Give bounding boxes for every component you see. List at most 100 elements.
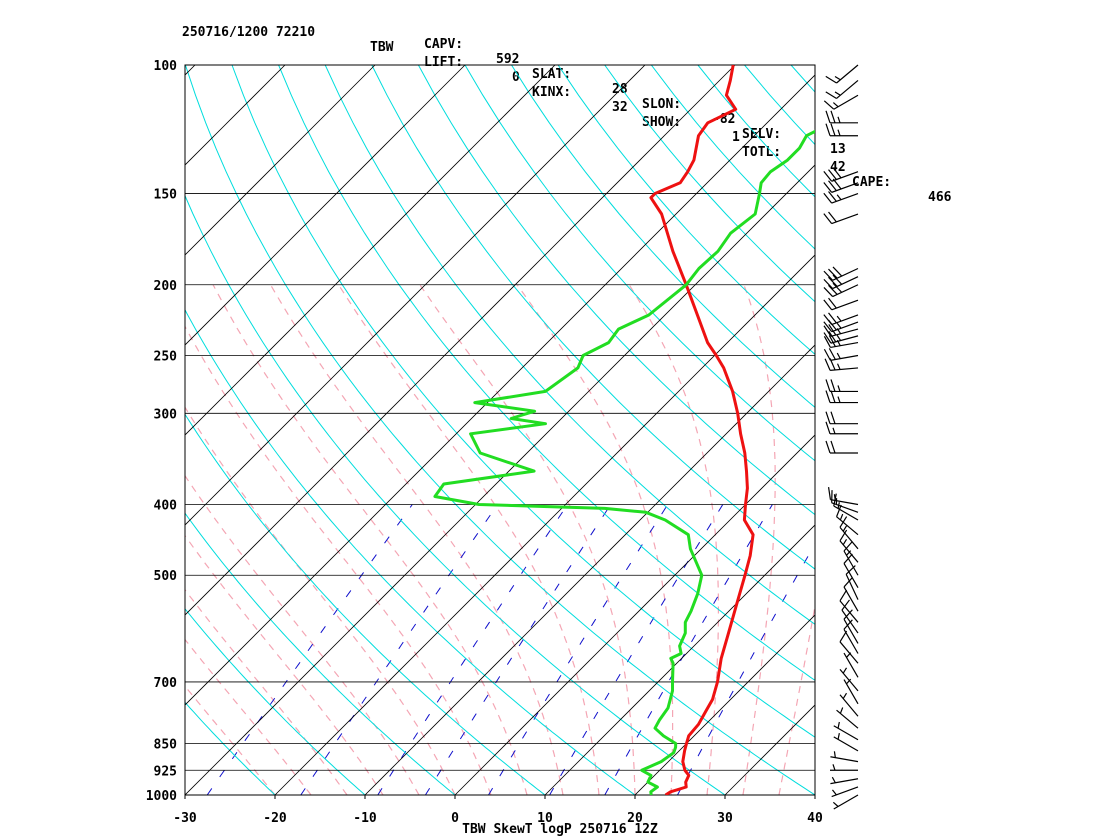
wind-barb-feather [823,286,834,297]
wind-barb-feather [823,192,833,204]
wind-barb-feather [843,609,853,620]
wind-barb-feather [823,325,832,337]
wind-barb [823,335,859,349]
moist-adiabat-line [185,325,492,795]
moist-adiabat-line [742,284,776,795]
wind-barb-half-feather [837,396,841,403]
header-kinx-value: 32 [612,100,628,115]
wind-barb-feather [841,599,850,611]
wind-barb-feather [830,123,836,136]
wind-barb [823,167,859,182]
chart-caption: TBW SkewT logP 250716 12Z [462,822,658,837]
wind-barb [833,721,859,741]
wind-barb-feather [828,284,838,295]
wind-barb-feather [823,270,834,281]
wind-barb-staff [836,516,859,536]
mixing-ratio-line [549,504,724,795]
wind-barb [839,529,859,563]
dry-adiabat-line [977,65,1120,795]
moist-adiabat-line [270,284,564,795]
wind-barb [827,487,859,506]
dry-adiabat-line [650,65,815,250]
dry-adiabat-line [278,65,815,681]
wind-barb [839,630,859,664]
wind-barb-staff [833,736,859,752]
dry-adiabat-line [185,701,276,795]
wind-barb-feather [825,379,831,392]
wind-barb-half-feather [836,194,842,201]
wind-barb-staff [843,563,859,588]
wind-barb [825,64,859,84]
mixing-ratio-line [206,504,413,795]
isotherm-line [185,65,286,166]
pressure-tick-label: 850 [154,737,178,752]
moist-adiabat-line [185,588,348,795]
wind-barb [823,266,859,281]
wind-barb [825,440,858,454]
header-totl-label: TOTL: [742,145,782,160]
wind-barb-feather [835,504,842,517]
wind-barb [831,490,859,513]
wind-barb-half-feather [836,315,842,322]
isotherm-line [185,65,646,526]
wind-barb [823,312,859,326]
header-slon-label: SLON: [642,97,682,112]
temperature-tick-label: 0 [451,811,459,826]
dry-adiabat-line [931,65,1120,795]
wind-barb-half-feather [836,328,842,335]
wind-barb-feather [823,348,831,361]
isotherm-line [814,794,815,795]
dry-adiabat-line [697,65,815,198]
wind-barb-feather [839,516,848,528]
wind-barb-feather [843,553,853,564]
header-slon-value: -82 [712,112,736,127]
wind-barb-half-feather [842,525,848,532]
wind-barb [833,733,859,752]
wind-barb-staff [831,299,859,311]
wind-barb-feather [825,440,831,454]
dry-adiabat-line [838,65,1120,795]
wind-barb [825,421,858,435]
temperature-tick-label: -30 [173,811,197,826]
wind-barb-feather [832,274,843,285]
isotherm-line [185,65,556,436]
wind-barb-feather [823,213,833,224]
temperature-tick-label: 10 [537,811,553,826]
wind-barb [843,652,859,678]
wind-barb [841,599,859,634]
wind-barb-feather [823,332,832,344]
dry-adiabat-line [185,194,726,795]
wind-barb [839,516,859,550]
wind-barb [823,324,859,337]
isotherm-line [185,74,815,706]
dry-adiabat-line [185,608,366,795]
wind-barb-feather [823,278,834,289]
wind-barb-feather [828,276,838,287]
wind-barb [843,609,859,644]
isobars [185,64,815,796]
pressure-tick-label: 300 [154,407,178,422]
wind-barb-feather [830,390,836,403]
wind-barb-half-feather [832,102,839,108]
wind-barb-feather [825,75,837,84]
wind-barb-feather [843,541,853,552]
wind-barb-feather [830,110,836,123]
wind-barb-half-feather [839,513,844,521]
wind-barb-feather [823,299,833,311]
header-capv-label: CAPV: [424,37,464,52]
wind-barb-half-feather [842,538,848,546]
wind-barb [823,348,859,361]
pressure-tick-label: 400 [154,499,178,514]
wind-barb-half-feather [842,692,848,699]
wind-barb-feather [839,589,848,602]
wind-barb [843,541,859,576]
wind-barb-staff [841,609,859,634]
wind-barb-half-feather [834,75,841,81]
wind-barb [825,411,858,425]
isotherms [185,65,815,795]
wind-barb-feather [828,297,837,309]
wind-barb-feather [823,321,833,333]
dry-adiabat-line [744,65,815,146]
wind-barb [830,776,859,785]
mixing-ratio-line [377,504,568,795]
